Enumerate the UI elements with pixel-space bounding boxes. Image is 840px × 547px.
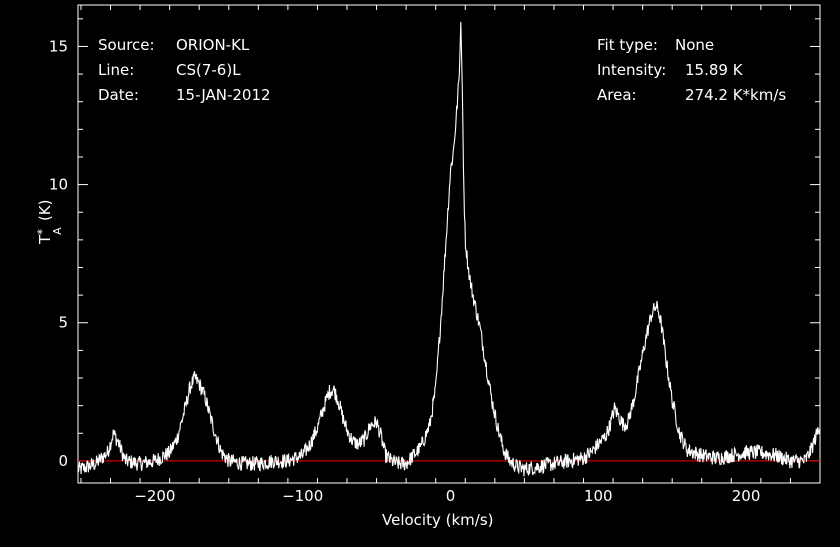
y-axis-superscript: *	[35, 228, 49, 235]
x-tick-label: −200	[134, 487, 175, 505]
spectrum-trace	[77, 21, 821, 477]
area-label: Area:	[597, 86, 637, 104]
y-tick-label: 0	[58, 452, 68, 470]
line-label: Line:	[98, 61, 135, 79]
x-axis-label: Velocity (km/s)	[382, 511, 494, 529]
axis-tick-labels: −200 −100 0 100 200 0 5 10 15	[49, 37, 761, 505]
x-tick-label: 100	[584, 487, 613, 505]
axis-ticks	[78, 5, 821, 483]
y-axis-symbol: T	[36, 234, 54, 244]
area-value: 274.2 K*km/s	[685, 86, 787, 104]
line-value: CS(7-6)L	[176, 61, 241, 79]
x-tick-label: −100	[282, 487, 323, 505]
date-label: Date:	[98, 86, 139, 104]
intensity-value: 15.89 K	[685, 61, 743, 79]
fit-type-label: Fit type:	[597, 36, 658, 54]
y-axis-subscript: A	[51, 227, 64, 235]
source-label: Source:	[98, 36, 155, 54]
intensity-label: Intensity:	[597, 61, 667, 79]
y-axis-unit: (K)	[36, 199, 54, 222]
y-tick-label: 5	[58, 314, 68, 332]
y-tick-label: 15	[49, 37, 68, 55]
x-tick-label: 200	[732, 487, 761, 505]
source-value: ORION-KL	[176, 36, 250, 54]
date-value: 15-JAN-2012	[176, 86, 271, 104]
x-tick-label: 0	[446, 487, 456, 505]
y-tick-label: 10	[49, 176, 68, 194]
fit-type-value: None	[675, 36, 715, 54]
y-axis-label: T * A (K)	[35, 199, 64, 245]
plot-frame	[77, 4, 821, 484]
